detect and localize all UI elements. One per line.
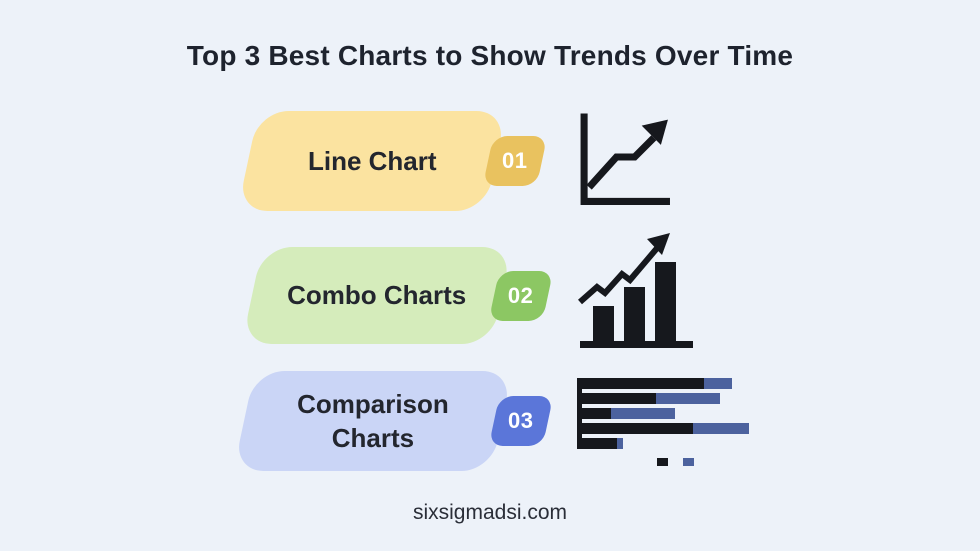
page-title: Top 3 Best Charts to Show Trends Over Ti… xyxy=(186,40,794,71)
comparison-chart-icon xyxy=(577,378,749,466)
combo-chart-icon xyxy=(578,233,693,348)
item-number: 02 xyxy=(508,282,534,308)
item-pill-comparison-charts: Comparison Charts 03 xyxy=(233,371,554,471)
line-chart-icon xyxy=(580,113,670,205)
item-number-badge: 02 xyxy=(488,270,554,321)
item-label: Line Chart xyxy=(307,145,437,176)
item-pill-line-chart: Line Chart 01 xyxy=(237,111,548,211)
footer-url: sixsigmadsi.com xyxy=(412,501,568,524)
item-number: 03 xyxy=(508,408,534,433)
item-label: Comparison Charts xyxy=(297,388,449,453)
item-pill-combo-charts: Combo Charts 02 xyxy=(241,247,554,344)
item-number-badge: 03 xyxy=(488,396,554,446)
item-number: 01 xyxy=(502,148,528,173)
item-number-badge: 01 xyxy=(482,136,548,186)
item-label: Combo Charts xyxy=(287,280,467,311)
